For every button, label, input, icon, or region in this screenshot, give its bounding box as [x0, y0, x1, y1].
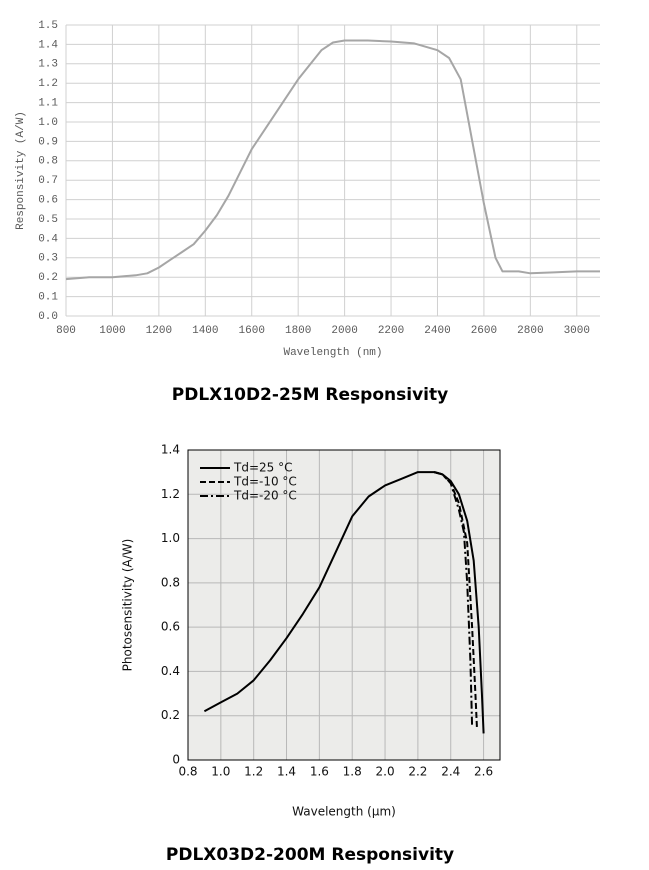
y-tick-label: 1.2	[161, 487, 180, 501]
y-tick-label: 0.5	[38, 214, 58, 226]
legend-label: Td=-20 °C	[233, 489, 297, 503]
y-tick-label: 0.9	[38, 136, 58, 148]
x-axis-label: Wavelength (nm)	[283, 347, 382, 359]
chart-title: PDLX10D2-25M Responsivity	[172, 385, 448, 405]
y-tick-label: 1.0	[38, 117, 58, 129]
plot-frame	[187, 449, 501, 761]
x-tick-label: 1.0	[211, 765, 230, 779]
x-tick-label: 2200	[378, 325, 404, 337]
y-tick-label: 0.6	[38, 195, 58, 207]
y-tick-label: 0.6	[161, 620, 180, 634]
x-tick-label: 2.6	[474, 765, 493, 779]
x-tick-label: 1000	[99, 325, 125, 337]
data-line	[434, 471, 478, 730]
x-tick-label: 3000	[564, 325, 590, 337]
y-tick-label: 0	[172, 753, 180, 767]
legend-label: Td=25 °C	[233, 461, 292, 475]
data-line	[434, 471, 474, 727]
y-tick-label: 0.8	[38, 156, 58, 168]
y-tick-label: 0.0	[38, 311, 58, 323]
y-tick-label: 1.4	[38, 39, 58, 51]
y-tick-label: 0.8	[161, 575, 180, 589]
y-tick-label: 0.2	[38, 272, 58, 284]
x-tick-label: 1.6	[310, 765, 329, 779]
x-tick-label: 0.8	[178, 765, 197, 779]
y-tick-label: 0.3	[38, 253, 58, 265]
x-tick-label: 800	[56, 325, 76, 337]
y-tick-label: 1.0	[161, 531, 180, 545]
x-tick-label: 2800	[517, 325, 543, 337]
data-line	[65, 39, 600, 281]
y-tick-label: 0.7	[38, 175, 58, 187]
y-tick-label: 1.4	[161, 443, 180, 457]
x-tick-label: 1.8	[343, 765, 362, 779]
y-axis-label: Photosensitivity (A/W)	[121, 539, 135, 672]
data-line	[203, 471, 485, 734]
chart-title: PDLX03D2-200M Responsivity	[166, 845, 454, 865]
y-tick-label: 0.2	[161, 708, 180, 722]
chart: 0 0.2 0.4 0.6 0.8 1.0 1.2 1.4 0.8 1.0 1.2 1.4 1.6 1.8…	[121, 443, 501, 819]
x-axis-label: Wavelength (μm)	[292, 805, 396, 819]
x-tick-label: 1.4	[277, 765, 296, 779]
y-axis-label: Responsivity (A/W)	[15, 111, 27, 230]
y-tick-label: 1.5	[38, 20, 58, 32]
y-tick-label: 1.3	[38, 59, 58, 71]
legend-label: Td=-10 °C	[233, 475, 297, 489]
x-tick-label: 2.0	[376, 765, 395, 779]
x-tick-label: 2.2	[408, 765, 427, 779]
y-tick-label: 0.4	[161, 664, 180, 678]
x-tick-label: 2600	[471, 325, 497, 337]
chart: 0.0 0.1 0.2 0.3 0.4 0.5 0.6 0.7 0.8 0.9 1.0 1.1 1.2 1…	[15, 20, 600, 359]
y-tick-label: 1.1	[38, 98, 58, 110]
x-tick-label: 2400	[424, 325, 450, 337]
plot-background	[188, 450, 500, 760]
x-tick-label: 1600	[239, 325, 265, 337]
x-tick-label: 1.2	[244, 765, 263, 779]
y-tick-label: 0.4	[38, 233, 58, 245]
x-tick-label: 2.4	[441, 765, 460, 779]
y-tick-label: 0.1	[38, 292, 58, 304]
x-tick-label: 1400	[192, 325, 218, 337]
x-tick-label: 1200	[146, 325, 172, 337]
x-tick-label: 1800	[285, 325, 311, 337]
x-tick-label: 2000	[331, 325, 357, 337]
y-tick-label: 1.2	[38, 78, 58, 90]
